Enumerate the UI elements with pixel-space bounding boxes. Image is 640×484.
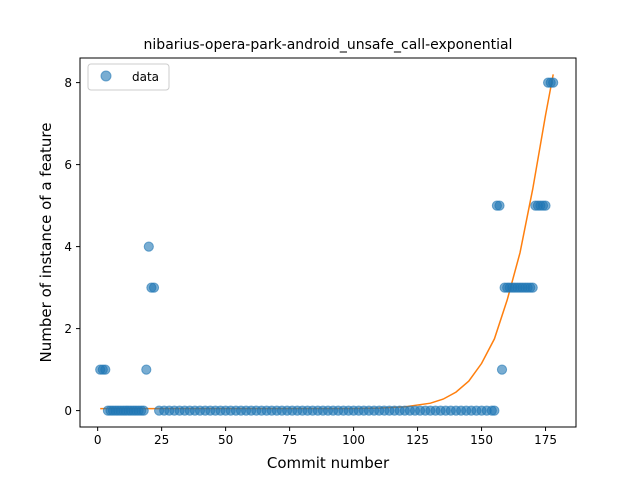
x-tick-label: 175 bbox=[534, 433, 557, 447]
x-axis-label: Commit number bbox=[267, 454, 390, 472]
legend: data bbox=[87, 63, 170, 91]
data-point bbox=[148, 282, 160, 293]
data-point bbox=[143, 241, 154, 252]
y-tick-label: 0 bbox=[64, 404, 72, 418]
x-tick-label: 150 bbox=[470, 433, 493, 447]
x-tick-label: 125 bbox=[406, 433, 429, 447]
legend-marker-data bbox=[100, 70, 112, 82]
y-tick-label: 4 bbox=[64, 240, 72, 254]
data-point bbox=[496, 364, 508, 375]
y-tick-label: 6 bbox=[64, 158, 72, 172]
plot-area: 0 25 50 75 100 125 150 175 0 2 4 6 8 bbox=[64, 57, 577, 447]
y-tick-label: 2 bbox=[64, 322, 72, 336]
x-tick-label: 25 bbox=[154, 433, 169, 447]
data-point bbox=[540, 200, 551, 211]
scatter-points-layer bbox=[95, 77, 559, 416]
x-axis-ticks: 0 25 50 75 100 125 150 175 bbox=[94, 427, 557, 447]
x-tick-label: 0 bbox=[94, 433, 102, 447]
axes-frame bbox=[79, 57, 577, 428]
data-point bbox=[548, 77, 559, 88]
legend-label-data: data bbox=[132, 70, 159, 84]
data-point bbox=[489, 405, 500, 416]
legend-box bbox=[87, 63, 170, 91]
x-tick-label: 100 bbox=[342, 433, 365, 447]
data-point bbox=[138, 405, 149, 416]
chart-title: nibarius-opera-park-android_unsafe_call-… bbox=[144, 37, 513, 53]
data-point bbox=[527, 282, 538, 293]
x-tick-label: 75 bbox=[282, 433, 297, 447]
y-tick-label: 8 bbox=[64, 76, 72, 90]
data-point bbox=[494, 200, 505, 211]
data-point bbox=[141, 364, 152, 375]
x-tick-label: 50 bbox=[218, 433, 233, 447]
y-axis-ticks: 0 2 4 6 8 bbox=[64, 76, 80, 418]
data-point bbox=[100, 364, 111, 375]
y-axis-label: Number of instance of a feature bbox=[37, 123, 55, 363]
